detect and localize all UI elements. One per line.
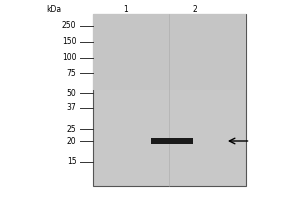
Text: kDa: kDa <box>46 4 62 14</box>
Text: 25: 25 <box>67 124 76 134</box>
Bar <box>152 138 194 144</box>
Bar <box>93 14 246 186</box>
Text: 150: 150 <box>62 38 76 46</box>
Text: 20: 20 <box>67 136 76 146</box>
Bar <box>93 14 246 90</box>
Text: 250: 250 <box>62 21 76 30</box>
Text: 1: 1 <box>124 4 128 14</box>
Text: 15: 15 <box>67 158 76 166</box>
Text: 100: 100 <box>62 53 76 62</box>
Text: 2: 2 <box>193 4 197 14</box>
Text: 37: 37 <box>67 104 76 112</box>
Text: 50: 50 <box>67 88 76 98</box>
Text: 75: 75 <box>67 68 76 77</box>
